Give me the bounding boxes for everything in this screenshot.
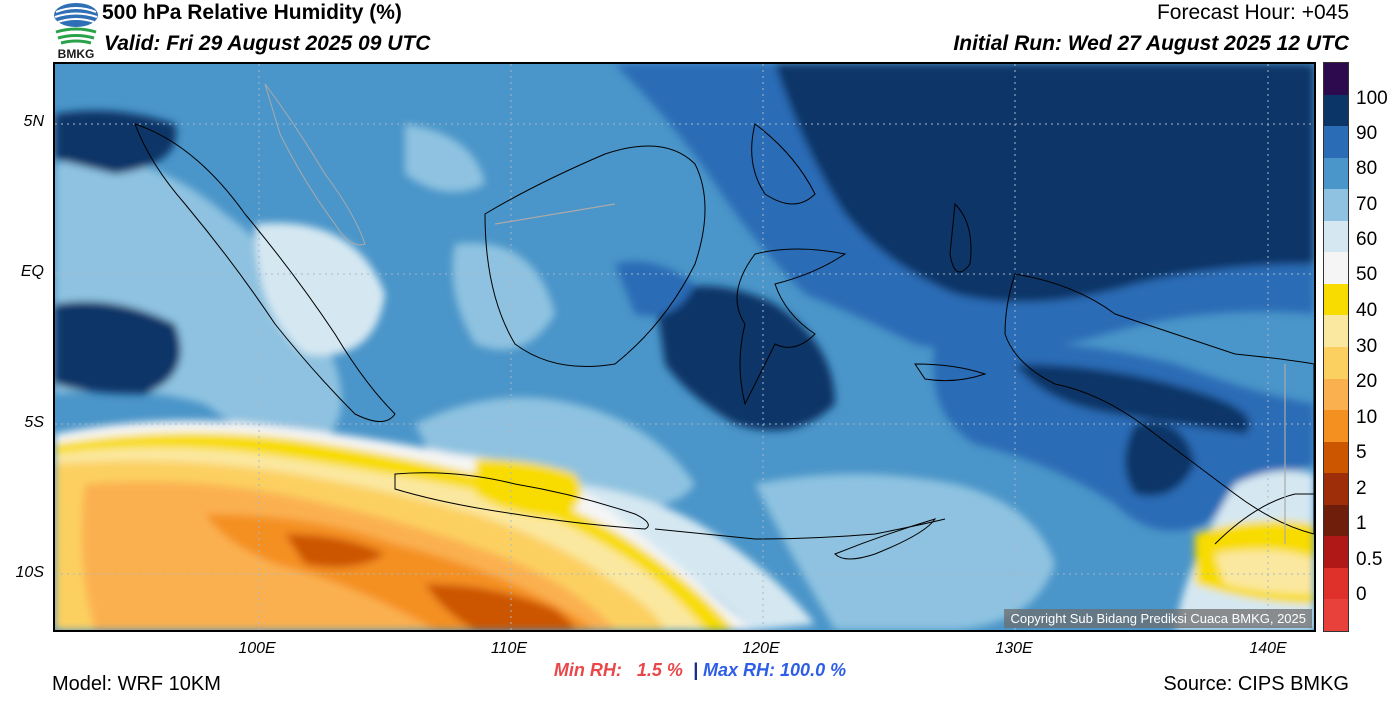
min-rh-value: 1.5 % xyxy=(636,660,683,680)
x-tick-110e: 110E xyxy=(490,640,528,657)
y-tick-10s: 10S xyxy=(15,564,44,581)
coastlines xyxy=(134,83,1314,560)
colorbar-label: 0 xyxy=(1356,584,1367,605)
max-rh-label: Max RH: xyxy=(703,660,776,680)
colorbar-label: 90 xyxy=(1356,123,1378,144)
forecast-hour: Forecast Hour: +045 xyxy=(1156,1,1349,24)
max-rh-value: 100.0 % xyxy=(780,660,847,680)
valid-time: Valid: Fri 29 August 2025 09 UTC xyxy=(104,32,431,55)
y-tick-5s: 5S xyxy=(24,414,44,431)
colorbar-label: 70 xyxy=(1356,194,1378,215)
colorbar-segment xyxy=(1324,567,1348,600)
colorbar-label: 5 xyxy=(1356,442,1367,463)
colorbar-segment xyxy=(1324,220,1348,253)
map-title: 500 hPa Relative Humidity (%) xyxy=(102,1,402,24)
colorbar-segment xyxy=(1324,252,1348,285)
source-label: Source: CIPS BMKG xyxy=(1163,673,1349,695)
colorbar-segment xyxy=(1324,378,1348,411)
colorbar-segment xyxy=(1324,94,1348,127)
bmkg-logo: BMKG xyxy=(52,2,100,61)
graticule xyxy=(55,64,1314,630)
min-rh: Min RH: 1.5 % xyxy=(554,660,683,680)
x-tick-120e: 120E xyxy=(742,640,780,657)
colorbar-segment xyxy=(1324,536,1348,569)
colorbar-label: 30 xyxy=(1356,336,1378,357)
colorbar-segment xyxy=(1324,315,1348,348)
borders xyxy=(494,203,1286,544)
colorbar-segment xyxy=(1324,189,1348,222)
colorbar-label: 100 xyxy=(1356,88,1388,109)
colorbar-segment xyxy=(1324,283,1348,316)
humidity-field xyxy=(55,64,1314,630)
colorbar-segment xyxy=(1324,347,1348,380)
model-label: Model: WRF 10KM xyxy=(52,673,221,695)
x-tick-100e: 100E xyxy=(238,640,276,657)
x-tick-130e: 130E xyxy=(995,640,1033,657)
colorbar-segment xyxy=(1324,473,1348,506)
colorbar-segment xyxy=(1324,599,1348,632)
copyright-notice: Copyright Sub Bidang Prediksi Cuaca BMKG… xyxy=(1004,609,1312,628)
stats-separator: | xyxy=(692,660,698,680)
colorbar-segment xyxy=(1324,504,1348,537)
y-tick-5n: 5N xyxy=(23,113,44,130)
colorbar-segment xyxy=(1324,441,1348,474)
colorbar-label: 2 xyxy=(1356,478,1367,499)
logo-text: BMKG xyxy=(58,47,95,60)
colorbar-label: 50 xyxy=(1356,264,1378,285)
colorbar-segment xyxy=(1324,126,1348,159)
y-tick-eq: EQ xyxy=(20,263,44,280)
colorbar xyxy=(1323,62,1349,632)
colorbar-label: 80 xyxy=(1356,158,1378,179)
colorbar-label: 20 xyxy=(1356,371,1378,392)
colorbar-label: 40 xyxy=(1356,300,1378,321)
initial-run: Initial Run: Wed 27 August 2025 12 UTC xyxy=(953,32,1349,55)
colorbar-label: 10 xyxy=(1356,407,1378,428)
max-rh: Max RH: 100.0 % xyxy=(703,660,846,680)
min-rh-label: Min RH: xyxy=(553,660,622,680)
rh-stats: Min RH: 1.5 % | Max RH: 100.0 % xyxy=(0,660,1400,681)
colorbar-label: 60 xyxy=(1356,229,1378,250)
colorbar-segment xyxy=(1324,63,1348,96)
colorbar-segment xyxy=(1324,410,1348,443)
humidity-map: Copyright Sub Bidang Prediksi Cuaca BMKG… xyxy=(53,62,1316,632)
colorbar-label: 0.5 xyxy=(1356,549,1383,570)
colorbar-label: 1 xyxy=(1356,513,1367,534)
x-tick-140e: 140E xyxy=(1249,640,1287,657)
colorbar-segment xyxy=(1324,157,1348,190)
